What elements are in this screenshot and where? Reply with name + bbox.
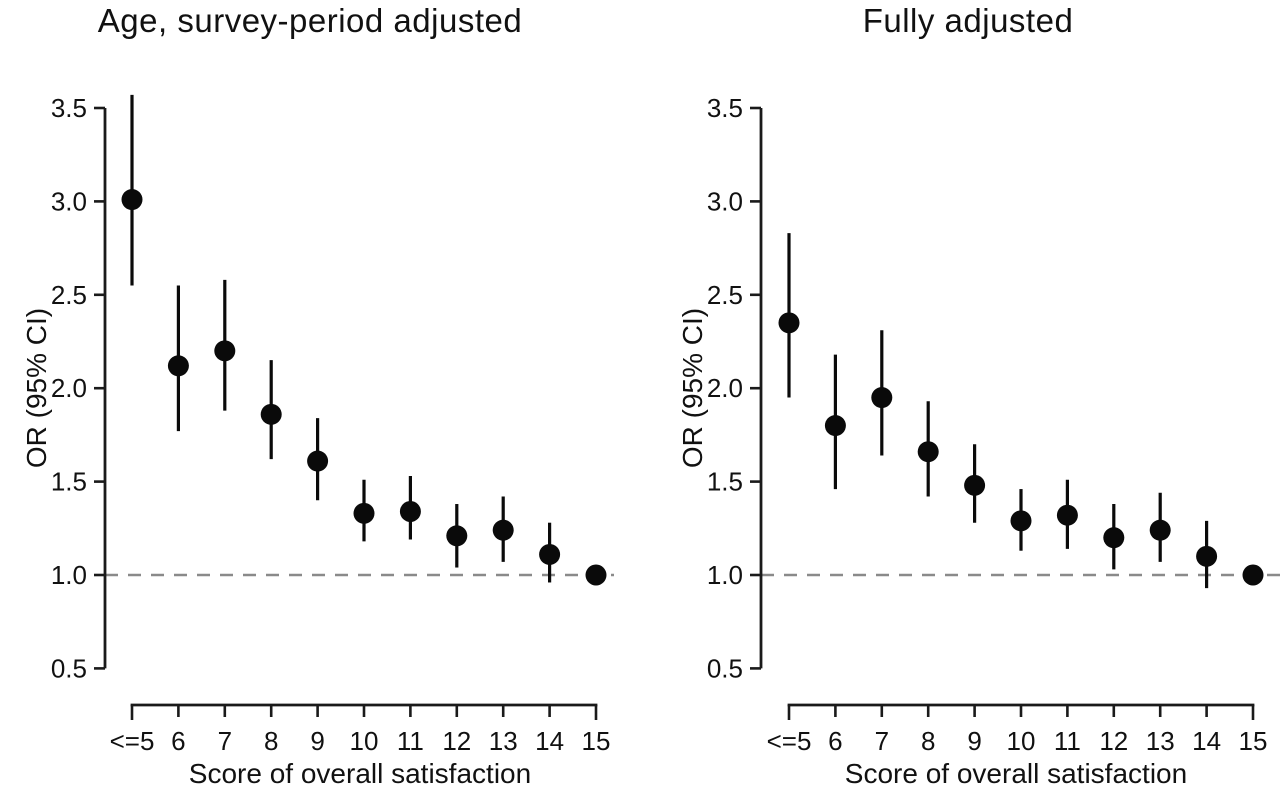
- left-x-axis-label: Score of overall satisfaction: [188, 758, 532, 789]
- x-category-label: 11: [397, 726, 424, 756]
- y-tick-label: 3.5: [707, 93, 743, 123]
- or-point: [964, 474, 986, 496]
- x-category-label: 9: [967, 726, 981, 756]
- or-point: [1103, 527, 1125, 549]
- x-category-label: 12: [442, 726, 471, 756]
- x-category-label: 15: [582, 726, 611, 756]
- y-tick-label: 3.0: [707, 186, 743, 216]
- x-category-label: 9: [310, 726, 324, 756]
- or-point: [214, 340, 236, 362]
- x-category-label: 11: [1054, 726, 1081, 756]
- left-panel-plot: 0.5 1.0 1.5 2.0 2.5 3.0 3.5 <=5 6 7 8 9 10 11 12 13 14 15: [51, 93, 614, 756]
- or-point: [1242, 564, 1264, 586]
- or-point: [399, 500, 421, 522]
- or-point: [1196, 545, 1218, 567]
- x-category-label: <=5: [110, 726, 155, 756]
- y-tick-label: 2.5: [51, 280, 87, 310]
- y-tick-label: 1.0: [707, 560, 743, 590]
- or-point: [307, 450, 329, 472]
- or-point: [121, 189, 143, 211]
- or-point: [446, 525, 468, 547]
- right-x-axis-label: Score of overall satisfaction: [844, 758, 1188, 789]
- or-point: [492, 519, 514, 541]
- or-point: [871, 387, 893, 409]
- or-point: [539, 543, 561, 565]
- or-point: [778, 312, 800, 334]
- or-point: [1010, 510, 1032, 532]
- x-category-label: 15: [1239, 726, 1268, 756]
- right-panel-title: Fully adjusted: [862, 2, 1074, 39]
- x-category-label: 13: [1146, 726, 1175, 756]
- y-tick-label: 0.5: [51, 653, 87, 683]
- or-point: [353, 502, 375, 524]
- y-tick-label: 1.5: [51, 467, 87, 497]
- x-category-label: 13: [489, 726, 518, 756]
- x-category-label: 6: [171, 726, 185, 756]
- x-category-label: 12: [1099, 726, 1128, 756]
- or-point: [167, 355, 189, 377]
- x-category-label: 7: [218, 726, 232, 756]
- left-panel-title: Age, survey-period adjusted: [97, 2, 523, 39]
- x-category-label: 8: [921, 726, 935, 756]
- x-category-label: <=5: [767, 726, 812, 756]
- x-category-label: 8: [264, 726, 278, 756]
- y-tick-label: 2.0: [707, 373, 743, 403]
- right-panel-plot: 0.5 1.0 1.5 2.0 2.5 3.0 3.5 <=5 6 7 8 9 10 11 12 13 14 15: [707, 93, 1280, 756]
- or-point: [824, 415, 846, 437]
- y-tick-label: 0.5: [707, 653, 743, 683]
- or-point: [1149, 519, 1171, 541]
- x-category-label: 7: [875, 726, 889, 756]
- y-tick-label: 3.0: [51, 186, 87, 216]
- x-category-label: 14: [1192, 726, 1221, 756]
- y-tick-label: 3.5: [51, 93, 87, 123]
- x-category-label: 10: [1007, 726, 1036, 756]
- x-category-label: 10: [350, 726, 379, 756]
- or-point: [917, 441, 939, 463]
- x-category-label: 6: [828, 726, 842, 756]
- or-point: [1056, 504, 1078, 526]
- or-point: [585, 564, 607, 586]
- y-tick-label: 2.0: [51, 373, 87, 403]
- y-tick-label: 2.5: [707, 280, 743, 310]
- x-category-label: 14: [535, 726, 564, 756]
- y-tick-label: 1.0: [51, 560, 87, 590]
- y-tick-label: 1.5: [707, 467, 743, 497]
- or-point: [260, 403, 282, 425]
